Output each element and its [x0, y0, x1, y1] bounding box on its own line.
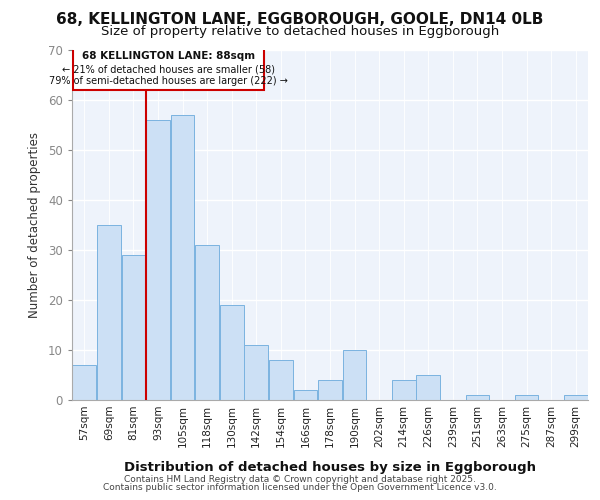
Bar: [122, 255, 145, 400]
Bar: [244, 345, 268, 400]
Text: Contains public sector information licensed under the Open Government Licence v3: Contains public sector information licen…: [103, 484, 497, 492]
Bar: [515, 395, 538, 400]
Bar: [416, 375, 440, 400]
Text: 68, KELLINGTON LANE, EGGBOROUGH, GOOLE, DN14 0LB: 68, KELLINGTON LANE, EGGBOROUGH, GOOLE, …: [56, 12, 544, 28]
Text: 79% of semi-detached houses are larger (222) →: 79% of semi-detached houses are larger (…: [49, 76, 288, 86]
Text: Contains HM Land Registry data © Crown copyright and database right 2025.: Contains HM Land Registry data © Crown c…: [124, 475, 476, 484]
Bar: [343, 350, 367, 400]
Bar: [318, 380, 342, 400]
X-axis label: Distribution of detached houses by size in Eggborough: Distribution of detached houses by size …: [124, 461, 536, 474]
Text: 68 KELLINGTON LANE: 88sqm: 68 KELLINGTON LANE: 88sqm: [82, 51, 255, 61]
Bar: [73, 365, 96, 400]
Bar: [293, 390, 317, 400]
Bar: [220, 305, 244, 400]
Bar: [146, 120, 170, 400]
FancyBboxPatch shape: [73, 48, 263, 90]
Bar: [97, 225, 121, 400]
Y-axis label: Number of detached properties: Number of detached properties: [28, 132, 41, 318]
Bar: [392, 380, 416, 400]
Bar: [269, 360, 293, 400]
Bar: [170, 115, 194, 400]
Bar: [195, 245, 219, 400]
Bar: [564, 395, 587, 400]
Text: ← 21% of detached houses are smaller (58): ← 21% of detached houses are smaller (58…: [62, 64, 275, 74]
Text: Size of property relative to detached houses in Eggborough: Size of property relative to detached ho…: [101, 25, 499, 38]
Bar: [466, 395, 490, 400]
